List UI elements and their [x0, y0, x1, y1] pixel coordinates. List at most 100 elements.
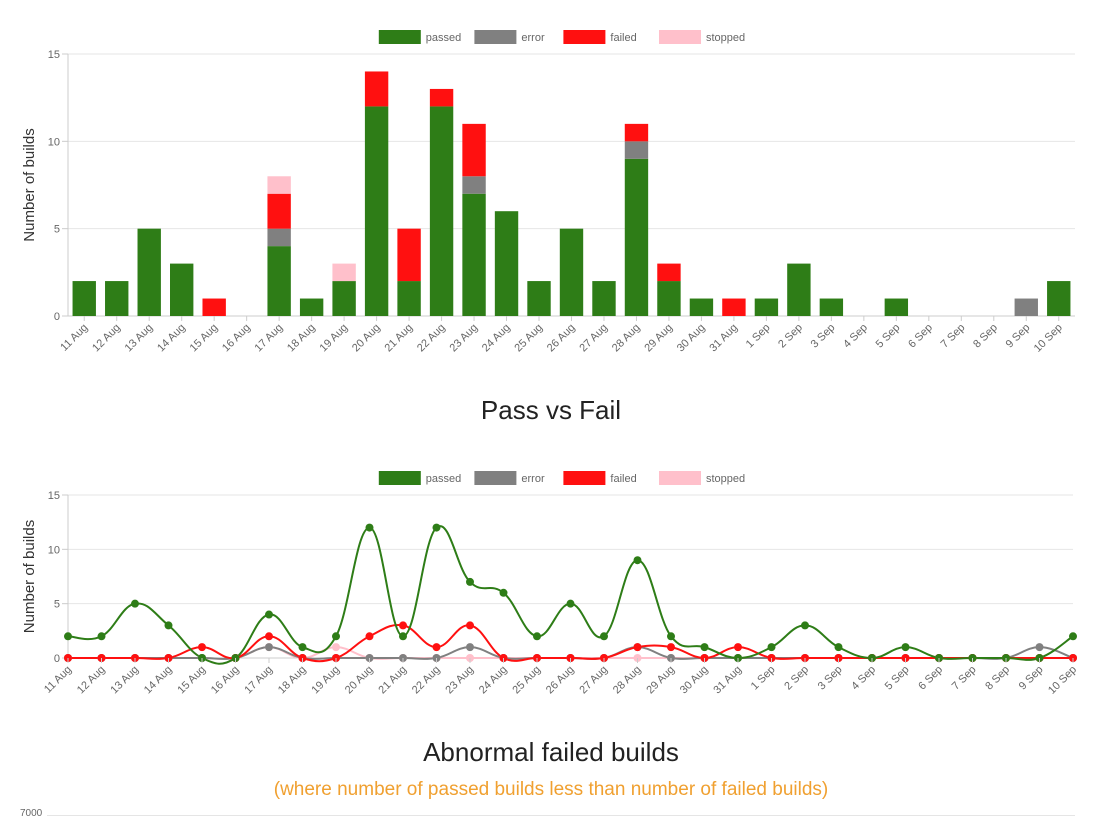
point-passed — [265, 610, 273, 619]
point-passed — [633, 556, 642, 565]
line-chart-xtick-label: 13 Aug — [108, 664, 141, 697]
line-chart-xtick-label: 1 Sep — [749, 664, 778, 693]
line-chart-xtick-label: 25 Aug — [510, 664, 543, 697]
line-chart-xtick-label: 9 Sep — [1017, 664, 1046, 693]
point-passed — [566, 599, 575, 608]
bar-passed — [592, 281, 616, 316]
bar-passed — [657, 281, 681, 316]
legend-swatch-error — [474, 471, 517, 485]
line-chart-ytick-label-10: 10 — [48, 544, 60, 556]
bar-failed — [364, 71, 389, 107]
bar-chart-xtick-label: 15 Aug — [188, 322, 221, 355]
bar-chart-ytick-label-15: 15 — [48, 49, 60, 61]
point-stopped — [332, 643, 340, 652]
line-chart-xtick-label: 29 Aug — [644, 664, 677, 697]
line-chart-ytick-label-5: 5 — [54, 599, 60, 611]
bar-passed — [494, 211, 519, 316]
bar-chart-xtick-label: 30 Aug — [675, 322, 708, 355]
line-chart-xtick-label: 18 Aug — [276, 664, 309, 697]
point-failed — [734, 643, 742, 652]
point-passed — [432, 523, 441, 532]
point-passed — [667, 632, 675, 641]
bar-chart-xtick-label: 21 Aug — [382, 322, 415, 355]
line-chart-xtick-label: 17 Aug — [242, 664, 275, 697]
line-chart-xtick-label: 6 Sep — [916, 664, 945, 693]
bar-chart-xtick-label: 14 Aug — [155, 322, 188, 355]
bar-chart-xtick-label: 25 Aug — [512, 322, 545, 355]
line-chart-xtick-label: 5 Sep — [883, 664, 912, 693]
point-passed — [466, 577, 474, 586]
abnormal-failed-builds-subtitle: (where number of passed builds less than… — [273, 779, 829, 800]
point-error — [1035, 643, 1044, 652]
bar-chart-ytick-label-5: 5 — [54, 224, 60, 236]
bar-failed — [462, 123, 486, 177]
point-passed — [901, 643, 910, 652]
point-passed — [834, 643, 843, 652]
point-failed — [633, 643, 642, 652]
line-chart-xtick-label: 12 Aug — [75, 664, 108, 697]
bar-stopped — [332, 263, 356, 282]
legend-swatch-stopped — [659, 30, 701, 44]
line-chart-xtick-label: 14 Aug — [142, 664, 175, 697]
bar-chart-xtick-label: 22 Aug — [415, 322, 448, 355]
next-chart-top-tick: 7000 — [20, 808, 43, 819]
bar-chart-xtick-label: 12 Aug — [90, 322, 123, 355]
legend-swatch-stopped — [659, 471, 701, 485]
line-chart-xtick-label: 16 Aug — [209, 664, 242, 697]
bar-chart-xtick-label: 18 Aug — [285, 322, 318, 355]
line-chart-xtick-label: 8 Sep — [983, 664, 1012, 693]
bar-passed — [819, 298, 844, 316]
bar-error — [1014, 298, 1038, 316]
bar-chart-xtick-label: 20 Aug — [350, 322, 383, 355]
bar-passed — [105, 281, 129, 316]
bar-passed — [559, 228, 584, 316]
bar-chart-xtick-label: 31 Aug — [707, 322, 740, 355]
bar-chart-xtick-label: 19 Aug — [318, 322, 351, 355]
line-chart-xtick-label: 27 Aug — [577, 664, 610, 697]
line-chart-xtick-label: 10 Sep — [1046, 664, 1079, 697]
line-chart-xtick-label: 26 Aug — [544, 664, 577, 697]
bar-chart-xtick-label: 3 Sep — [809, 322, 838, 351]
bar-chart-xtick-label: 23 Aug — [447, 322, 480, 355]
bar-chart-xtick-label: 11 Aug — [58, 322, 90, 354]
bar-chart-xtick-label: 8 Sep — [971, 322, 1000, 351]
bar-passed — [462, 193, 486, 316]
bar-passed — [397, 281, 421, 316]
line-chart-xtick-label: 4 Sep — [849, 664, 878, 693]
point-passed — [700, 643, 709, 652]
bar-passed — [429, 106, 454, 317]
point-passed — [1069, 632, 1077, 641]
bar-failed — [397, 228, 421, 282]
bar-passed — [332, 281, 356, 316]
bar-chart-ytick-label-0: 0 — [54, 311, 60, 323]
point-failed — [265, 632, 273, 641]
bar-passed — [267, 246, 291, 316]
bar-failed — [657, 263, 681, 282]
bar-passed — [689, 298, 714, 316]
line-chart-xtick-label: 21 Aug — [376, 664, 409, 697]
bar-chart-xtick-label: 10 Sep — [1032, 322, 1065, 355]
pass-vs-fail-title: Pass vs Fail — [480, 395, 622, 425]
bar-chart-xtick-label: 27 Aug — [577, 322, 610, 355]
point-passed — [332, 632, 340, 641]
bar-failed — [624, 123, 649, 142]
bar-chart-xtick-label: 1 Sep — [744, 322, 773, 351]
line-chart-ytick-label-15: 15 — [48, 490, 60, 502]
pass-vs-fail-chart: passed error failed stopped 0 5 10 15 Number of … — [21, 30, 1075, 355]
point-passed — [499, 588, 508, 597]
bar-chart-xtick-label: 4 Sep — [841, 322, 870, 351]
bar-chart-xtick-label: 2 Sep — [776, 322, 805, 351]
line-chart-y-axis-title: Number of builds — [21, 520, 38, 633]
abnormal-failed-builds-chart: passed error failed stopped 0 5 10 15 Number of … — [21, 471, 1079, 697]
bar-error — [267, 228, 291, 247]
bar-passed — [754, 298, 779, 316]
line-chart-ytick-label-0: 0 — [54, 653, 60, 665]
bar-failed — [267, 193, 291, 229]
legend-swatch-passed — [378, 30, 421, 44]
bar-chart-xtick-label: 13 Aug — [123, 322, 156, 355]
line-passed — [67, 525, 1074, 665]
legend-swatch-failed — [563, 471, 606, 485]
bar-chart-xtick-label: 17 Aug — [253, 322, 286, 355]
bar-chart-ytick-label-10: 10 — [48, 136, 60, 148]
bar-passed — [787, 263, 811, 316]
